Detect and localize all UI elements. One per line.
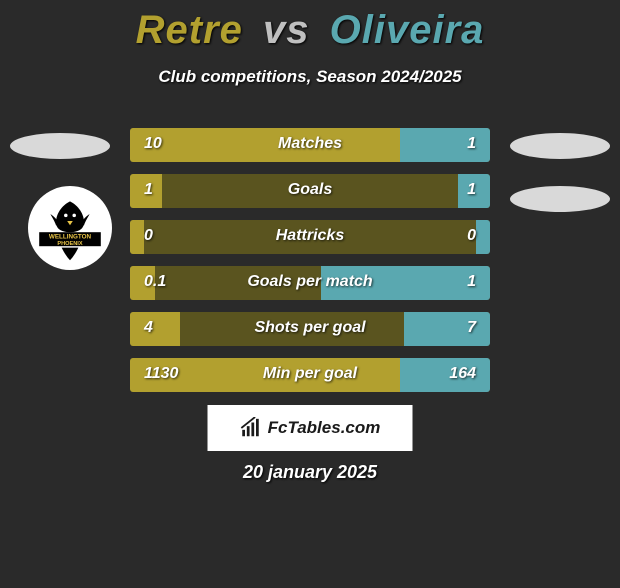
- stat-value-right: 1: [467, 181, 476, 199]
- stat-label: Goals: [130, 181, 490, 199]
- svg-text:PHOENIX: PHOENIX: [57, 241, 82, 247]
- stat-value-right: 7: [467, 319, 476, 337]
- vs-text: vs: [263, 8, 310, 52]
- stat-label: Goals per match: [130, 273, 490, 291]
- right-player-marker-2: [510, 186, 610, 212]
- stat-row: Min per goal1130 164: [130, 358, 490, 392]
- stat-row: Shots per goal4 7: [130, 312, 490, 346]
- stat-value-left: 4: [144, 319, 153, 337]
- stat-value-left: 10: [144, 135, 162, 153]
- stat-value-right: 1: [467, 135, 476, 153]
- stat-value-right: 1: [467, 273, 476, 291]
- stat-label: Shots per goal: [130, 319, 490, 337]
- stat-label: Matches: [130, 135, 490, 153]
- stat-value-left: 1: [144, 181, 153, 199]
- stat-value-right: 0: [467, 227, 476, 245]
- stat-label: Min per goal: [130, 365, 490, 383]
- stat-value-right: 164: [449, 365, 476, 383]
- page-title: Retre vs Oliveira: [0, 8, 620, 53]
- stat-value-left: 1130: [144, 365, 178, 383]
- chart-icon: [240, 417, 262, 439]
- stat-row: Matches10 1: [130, 128, 490, 162]
- stat-row: Goals per match0.1 1: [130, 266, 490, 300]
- stat-label: Hattricks: [130, 227, 490, 245]
- phoenix-crest-icon: WELLINGTON PHOENIX: [35, 193, 105, 263]
- stat-row: Goals1 1: [130, 174, 490, 208]
- date-text: 20 january 2025: [0, 462, 620, 483]
- player1-name: Retre: [136, 8, 243, 52]
- attribution-badge: FcTables.com: [208, 405, 413, 451]
- club-crest: WELLINGTON PHOENIX: [28, 186, 112, 270]
- stat-row: Hattricks0 0: [130, 220, 490, 254]
- stat-value-left: 0: [144, 227, 153, 245]
- stats-container: Matches101Goals11Hattricks00Goals per ma…: [130, 128, 490, 404]
- player2-name: Oliveira: [330, 8, 485, 52]
- subtitle: Club competitions, Season 2024/2025: [0, 67, 620, 87]
- stat-value-left: 0.1: [144, 273, 166, 291]
- right-player-marker-1: [510, 133, 610, 159]
- svg-text:WELLINGTON: WELLINGTON: [49, 234, 92, 241]
- left-player-marker: [10, 133, 110, 159]
- attribution-text: FcTables.com: [268, 418, 381, 438]
